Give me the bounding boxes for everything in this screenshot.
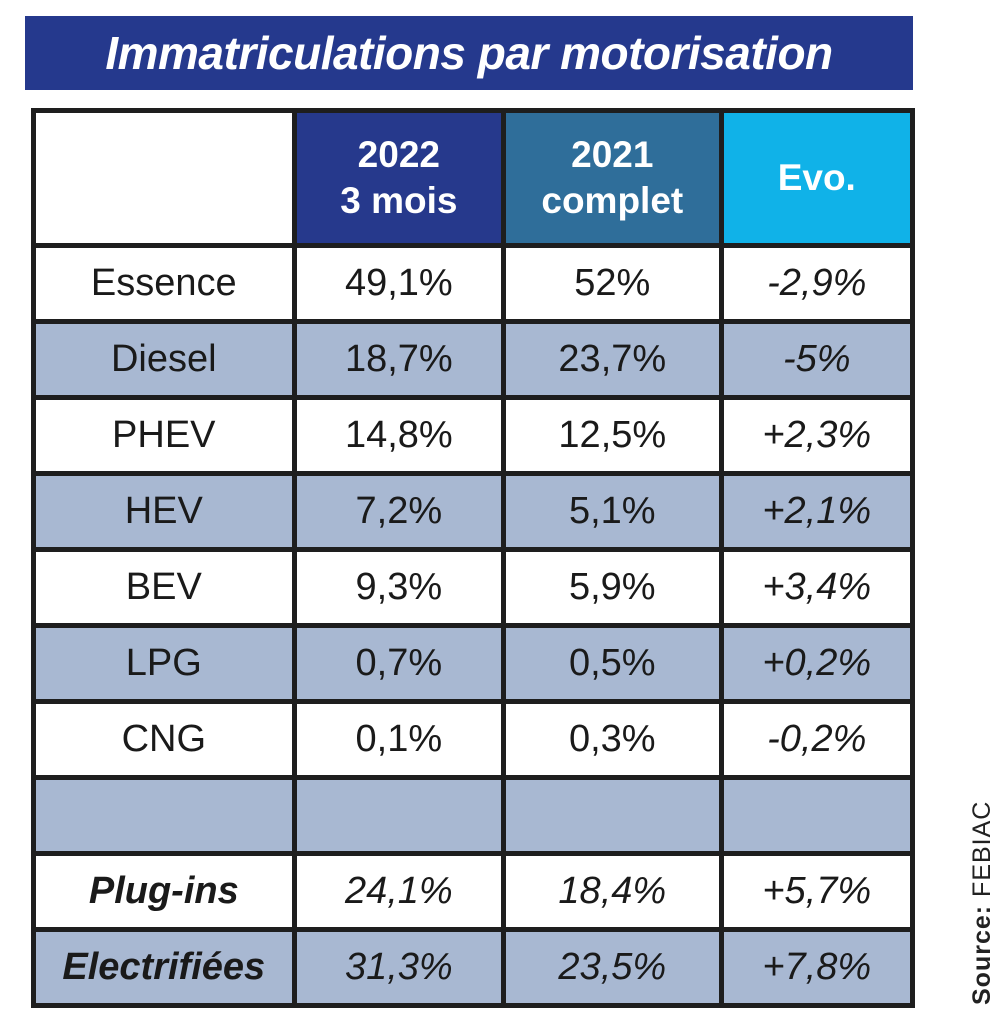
table-row: Diesel 18,7% 23,7% -5% (36, 324, 910, 395)
table-row: Electrifiées 31,3% 23,5% +7,8% (36, 932, 910, 1003)
source-label: Source: (968, 904, 996, 1005)
value-evo: +2,3% (723, 400, 910, 471)
table-row: Essence 49,1% 52% -2,9% (36, 248, 910, 319)
header-blank (36, 113, 292, 243)
title-banner: Immatriculations par motorisation (25, 16, 913, 90)
header-evo: Evo. (723, 113, 910, 243)
table-row: Plug-ins 24,1% 18,4% +5,7% (36, 856, 910, 927)
value-evo: -5% (723, 324, 910, 395)
header-2021-line1: 2021 (571, 134, 654, 175)
value-2022: 0,7% (296, 628, 502, 699)
value-evo: -0,2% (723, 704, 910, 775)
row-label: Plug-ins (36, 856, 292, 927)
header-2022-line1: 2022 (357, 134, 440, 175)
data-table: 2022 3 mois 2021 complet Evo. Essence 49,1%… (31, 108, 915, 1008)
value-2021: 52% (506, 248, 719, 319)
value-2021: 12,5% (506, 400, 719, 471)
value-2021: 23,5% (506, 932, 719, 1003)
value-2021: 0,3% (506, 704, 719, 775)
value-2021 (506, 780, 719, 851)
value-2022: 49,1% (296, 248, 502, 319)
value-evo: +5,7% (723, 856, 910, 927)
header-2022: 2022 3 mois (296, 113, 502, 243)
value-2022: 0,1% (296, 704, 502, 775)
value-2021: 23,7% (506, 324, 719, 395)
value-2021: 5,9% (506, 552, 719, 623)
row-label: HEV (36, 476, 292, 547)
value-evo (723, 780, 910, 851)
value-evo: +3,4% (723, 552, 910, 623)
row-label (36, 780, 292, 851)
header-2021-line2: complet (541, 180, 684, 221)
chart-title: Immatriculations par motorisation (105, 27, 833, 79)
value-2022: 14,8% (296, 400, 502, 471)
row-label: PHEV (36, 400, 292, 471)
row-label: LPG (36, 628, 292, 699)
value-2022 (296, 780, 502, 851)
row-label: CNG (36, 704, 292, 775)
row-label: BEV (36, 552, 292, 623)
value-2022: 31,3% (296, 932, 502, 1003)
value-2022: 9,3% (296, 552, 502, 623)
value-evo: +7,8% (723, 932, 910, 1003)
table-row: CNG 0,1% 0,3% -0,2% (36, 704, 910, 775)
table-row: HEV 7,2% 5,1% +2,1% (36, 476, 910, 547)
header-2021: 2021 complet (506, 113, 719, 243)
row-label: Essence (36, 248, 292, 319)
header-evo-label: Evo. (777, 157, 856, 198)
table-row: PHEV 14,8% 12,5% +2,3% (36, 400, 910, 471)
row-label: Diesel (36, 324, 292, 395)
value-2021: 5,1% (506, 476, 719, 547)
value-2022: 18,7% (296, 324, 502, 395)
table-row: LPG 0,7% 0,5% +0,2% (36, 628, 910, 699)
source-value: FEBIAC (968, 800, 996, 897)
value-2021: 0,5% (506, 628, 719, 699)
source-note: Source: FEBIAC (968, 801, 997, 1005)
value-evo: +0,2% (723, 628, 910, 699)
value-evo: +2,1% (723, 476, 910, 547)
table-row (36, 780, 910, 851)
row-label: Electrifiées (36, 932, 292, 1003)
value-2021: 18,4% (506, 856, 719, 927)
value-evo: -2,9% (723, 248, 910, 319)
value-2022: 7,2% (296, 476, 502, 547)
value-2022: 24,1% (296, 856, 502, 927)
table-row: BEV 9,3% 5,9% +3,4% (36, 552, 910, 623)
header-2022-line2: 3 mois (340, 180, 458, 221)
header-row: 2022 3 mois 2021 complet Evo. (36, 113, 910, 243)
